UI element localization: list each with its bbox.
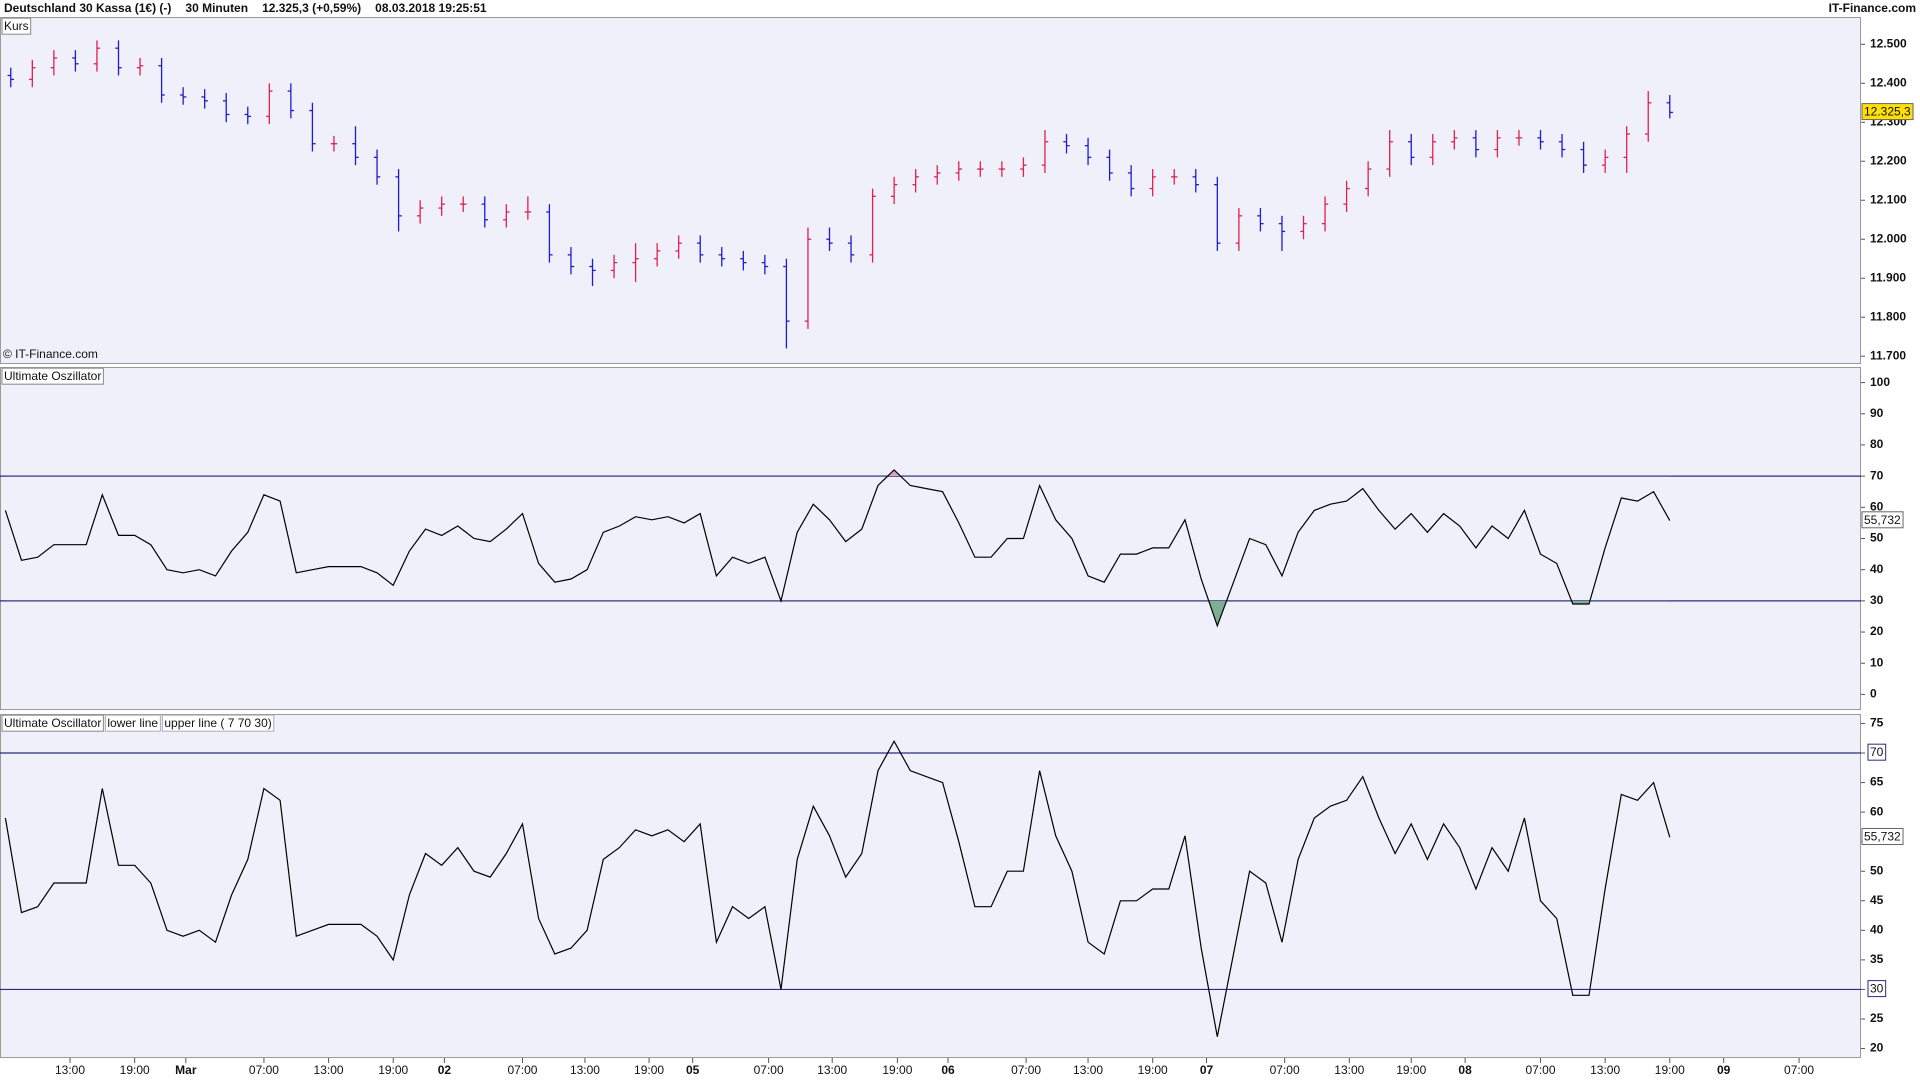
label-box — [1867, 743, 1887, 761]
y-tick-label: 65 — [1870, 775, 1884, 789]
y-tick-label: 75 — [1870, 716, 1884, 730]
y-tick-label: 12.100 — [1870, 192, 1907, 206]
plot-area — [7, 40, 1673, 349]
y-tick-label: 30 — [1870, 593, 1884, 607]
brand: IT-Finance.com — [1828, 1, 1916, 15]
panel-background — [0, 367, 1861, 710]
oscillator-line — [4, 469, 1671, 628]
current-value-label: 12.325,3 — [1864, 105, 1911, 119]
x-tick-label: 07:00 — [1784, 1063, 1814, 1077]
y-tick-label: 50 — [1870, 863, 1884, 877]
panel-title: Kurs — [4, 19, 29, 33]
x-tick-label: 13:00 — [1590, 1063, 1620, 1077]
x-tick-label: 19:00 — [1396, 1063, 1426, 1077]
y-tick-label: 60 — [1870, 804, 1884, 818]
plot-area — [0, 739, 1861, 1037]
x-tick-label: 13:00 — [1073, 1063, 1103, 1077]
y-tick-label: 60 — [1870, 499, 1884, 513]
label-box — [1, 714, 104, 732]
panel-background — [0, 17, 1861, 364]
y-tick-label: 10 — [1870, 655, 1884, 669]
legend-item: lower line — [107, 716, 158, 730]
panel-title: Ultimate Oscillator — [4, 716, 101, 730]
y-tick-label: 12.400 — [1870, 75, 1907, 89]
header: Deutschland 30 Kassa (1€) (-) 30 Minuten 1… — [0, 0, 1920, 17]
current-value-label: 55,732 — [1864, 513, 1901, 527]
legend-item: upper line ( 7 70 30) — [164, 716, 271, 730]
x-tick-label: 07:00 — [1525, 1063, 1555, 1077]
oscillator-line — [4, 739, 1671, 1037]
y-tick-label: 45 — [1870, 893, 1884, 907]
threshold-label: 30 — [1870, 982, 1884, 996]
y-tick-label: 40 — [1870, 562, 1884, 576]
label-box — [161, 714, 275, 732]
y-tick-label: 11.900 — [1870, 270, 1906, 284]
x-tick-label: 19:00 — [120, 1063, 150, 1077]
x-tick-label: 07:00 — [1270, 1063, 1300, 1077]
x-tick-label: Mar — [175, 1063, 197, 1077]
x-tick-label: 13:00 — [55, 1063, 85, 1077]
label-box — [1867, 980, 1887, 998]
x-tick-label: 07:00 — [507, 1063, 537, 1077]
y-tick-label: 12.200 — [1870, 153, 1907, 167]
label-box — [1861, 511, 1904, 529]
interval: 30 Minuten — [185, 1, 249, 15]
panel-title: Ultimate Oszillator — [4, 369, 101, 383]
x-tick-label: 07:00 — [1011, 1063, 1041, 1077]
y-tick-label: 20 — [1870, 624, 1884, 638]
label-box — [1, 367, 104, 385]
y-tick-label: 100 — [1870, 375, 1890, 389]
x-tick-label: 06 — [941, 1063, 955, 1077]
x-tick-label: 19:00 — [634, 1063, 664, 1077]
x-tick-label: 07 — [1200, 1063, 1214, 1077]
quote: 12.325,3 (+0,59%) — [262, 1, 362, 15]
x-tick-label: 19:00 — [1655, 1063, 1685, 1077]
x-tick-label: 13:00 — [570, 1063, 600, 1077]
x-tick-label: 07:00 — [249, 1063, 279, 1077]
instrument: Deutschland 30 Kassa (1€) (-) — [4, 1, 172, 15]
x-tick-label: 07:00 — [754, 1063, 784, 1077]
y-tick-label: 40 — [1870, 923, 1884, 937]
x-tick-label: 13:00 — [817, 1063, 847, 1077]
y-tick-label: 11.800 — [1870, 309, 1906, 323]
label-box — [1861, 103, 1914, 121]
label-box — [104, 714, 161, 732]
y-tick-label: 80 — [1870, 437, 1884, 451]
y-tick-label: 12.000 — [1870, 231, 1907, 245]
y-tick-label: 50 — [1870, 531, 1884, 545]
x-tick-label: 09 — [1717, 1063, 1731, 1077]
y-tick-label: 12.500 — [1870, 36, 1907, 50]
x-tick-label: 19:00 — [378, 1063, 408, 1077]
x-tick-label: 08 — [1458, 1063, 1472, 1077]
x-tick-label: 19:00 — [882, 1063, 912, 1077]
current-value-label: 55,732 — [1864, 830, 1901, 844]
watermark: © IT-Finance.com — [3, 347, 98, 361]
y-tick-label: 90 — [1870, 406, 1884, 420]
x-tick-label: 13:00 — [314, 1063, 344, 1077]
y-tick-label: 25 — [1870, 1011, 1884, 1025]
y-tick-label: 70 — [1870, 468, 1884, 482]
header-left: Deutschland 30 Kassa (1€) (-) 30 Minuten 1… — [4, 0, 501, 17]
x-tick-label: 13:00 — [1334, 1063, 1364, 1077]
label-box — [1, 17, 32, 35]
plot-area — [0, 469, 1861, 628]
x-tick-label: 19:00 — [1138, 1063, 1168, 1077]
panel-background — [0, 714, 1861, 1058]
x-tick-label: 05 — [686, 1063, 700, 1077]
y-tick-label: 0 — [1870, 687, 1877, 701]
x-tick-label: 02 — [438, 1063, 452, 1077]
threshold-label: 70 — [1870, 745, 1884, 759]
timestamp: 08.03.2018 19:25:51 — [375, 1, 487, 15]
y-tick-label: 35 — [1870, 952, 1884, 966]
label-box — [1861, 828, 1904, 846]
y-tick-label: 20 — [1870, 1041, 1884, 1055]
y-tick-label: 11.700 — [1870, 348, 1906, 362]
